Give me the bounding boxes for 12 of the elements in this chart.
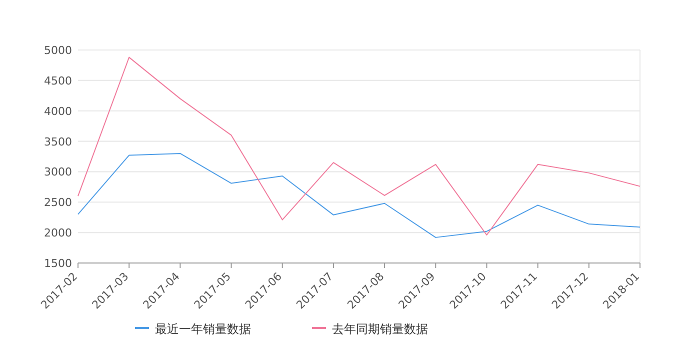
y-tick-label: 4500 (44, 74, 72, 88)
y-tick-label: 2000 (44, 226, 72, 240)
legend-label: 最近一年销量数据 (155, 322, 251, 336)
line-series (78, 56, 640, 236)
y-tick-label: 4000 (44, 104, 72, 118)
y-tick-label: 3000 (44, 166, 72, 179)
y-tick-label: 5000 (44, 44, 72, 57)
line-series (78, 152, 640, 238)
legend-label: 去年同期销量数据 (332, 322, 428, 336)
y-tick-label: 2500 (44, 196, 72, 210)
y-tick-label: 1500 (44, 257, 72, 270)
y-tick-label: 3500 (44, 135, 72, 148)
